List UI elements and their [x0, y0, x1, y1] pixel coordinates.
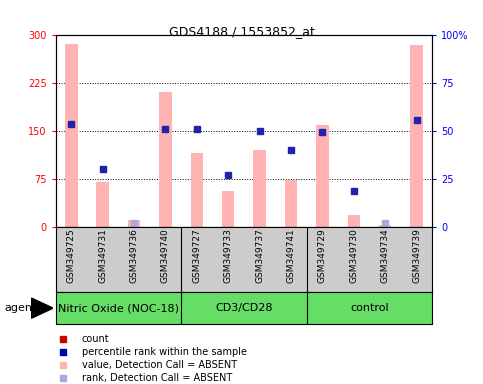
Text: GSM349737: GSM349737 — [255, 228, 264, 283]
Text: GSM349740: GSM349740 — [161, 228, 170, 283]
Text: GSM349733: GSM349733 — [224, 228, 233, 283]
Bar — [222, 191, 235, 227]
Text: agent: agent — [5, 303, 37, 313]
Text: Nitric Oxide (NOC-18): Nitric Oxide (NOC-18) — [58, 303, 179, 313]
Text: control: control — [350, 303, 389, 313]
Text: value, Detection Call = ABSENT: value, Detection Call = ABSENT — [82, 360, 237, 370]
Text: GSM349725: GSM349725 — [67, 228, 76, 283]
Bar — [411, 45, 423, 227]
Bar — [253, 150, 266, 227]
Bar — [316, 126, 329, 227]
Text: rank, Detection Call = ABSENT: rank, Detection Call = ABSENT — [82, 373, 232, 383]
Text: GSM349739: GSM349739 — [412, 228, 421, 283]
Polygon shape — [31, 298, 53, 318]
Bar — [379, 225, 391, 227]
Text: count: count — [82, 334, 110, 344]
Text: GSM349741: GSM349741 — [286, 228, 296, 283]
Text: GDS4188 / 1553852_at: GDS4188 / 1553852_at — [169, 25, 314, 38]
Text: GSM349734: GSM349734 — [381, 228, 390, 283]
Bar — [128, 220, 141, 227]
Text: CD3/CD28: CD3/CD28 — [215, 303, 273, 313]
Text: GSM349730: GSM349730 — [349, 228, 358, 283]
Text: GSM349727: GSM349727 — [192, 228, 201, 283]
Text: GSM349731: GSM349731 — [98, 228, 107, 283]
Bar — [65, 44, 78, 227]
Bar — [190, 153, 203, 227]
Text: GSM349736: GSM349736 — [129, 228, 139, 283]
Bar — [159, 92, 172, 227]
Bar — [97, 182, 109, 227]
Text: GSM349729: GSM349729 — [318, 228, 327, 283]
Bar — [348, 215, 360, 227]
Bar — [285, 180, 298, 227]
Text: percentile rank within the sample: percentile rank within the sample — [82, 347, 247, 357]
